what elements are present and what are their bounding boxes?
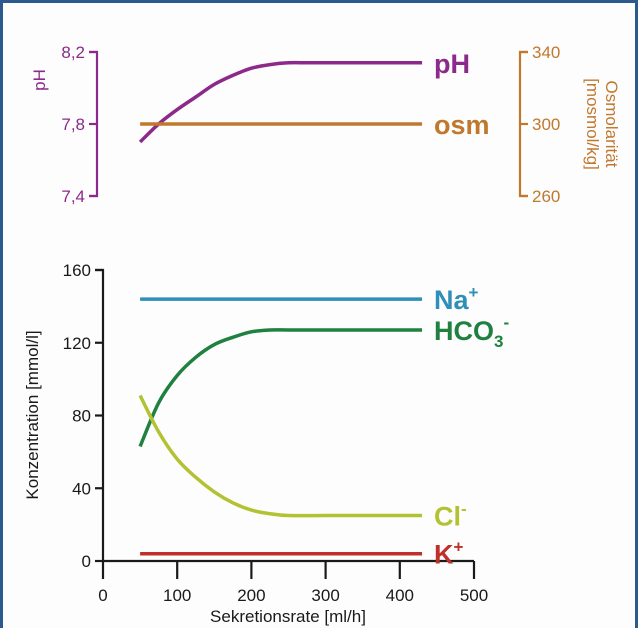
x-tick-label: 0 [98, 586, 107, 605]
osm-axis-label-line2: [mosmol/kg] [583, 78, 602, 170]
osm-tick-label: 260 [532, 187, 560, 206]
series-label-ph: pH [434, 49, 470, 79]
osm-tick-label: 340 [532, 43, 560, 62]
osm-axis-ticks: 340 300 260 [520, 43, 560, 206]
ph-tick-label: 8,2 [61, 43, 85, 62]
ph-tick-label: 7,4 [61, 187, 85, 206]
series-label-osm: osm [434, 110, 490, 140]
series-line-cl [138, 394, 423, 518]
y-axis-ticks: 0 40 80 120 160 [63, 261, 103, 571]
series-label-hco: HCO3- [434, 313, 509, 351]
series-label-k: K+ [434, 538, 464, 570]
y-tick-label: 120 [63, 334, 91, 353]
top-series-labels: pH osm [434, 49, 490, 140]
series-label-na: Na+ [434, 283, 479, 315]
series-label-cl: Cl- [434, 500, 467, 532]
x-tick-label: 300 [311, 586, 339, 605]
ph-axis-label: pH [30, 69, 49, 91]
x-tick-label: 500 [460, 586, 488, 605]
x-axis-ticks: 0 100 200 300 400 500 [98, 561, 488, 605]
x-tick-label: 100 [163, 586, 191, 605]
bottom-chart: 0 40 80 120 160 0 100 200 300 400 500 Konzentrati… [23, 261, 509, 626]
osm-tick-label: 300 [532, 115, 560, 134]
x-axis-label: Sekretionsrate [ml/h] [210, 607, 366, 626]
bottom-series [138, 297, 423, 556]
top-series [138, 60, 423, 144]
y-tick-label: 40 [72, 479, 91, 498]
top-chart: 8,2 7,8 7,4 pH 340 300 260 Osmolarität [mosm… [30, 43, 621, 206]
y-tick-label: 160 [63, 261, 91, 280]
ph-axis-ticks: 8,2 7,8 7,4 [61, 43, 97, 206]
y-tick-label: 80 [72, 407, 91, 426]
series-line-ph [138, 60, 423, 144]
osm-axis-label-line1: Osmolarität [602, 81, 621, 168]
x-tick-label: 400 [386, 586, 414, 605]
y-axis-label: Konzentration [mmol/l] [23, 330, 42, 499]
ph-tick-label: 7,8 [61, 115, 85, 134]
y-tick-label: 0 [82, 552, 91, 571]
bottom-series-labels: Na+HCO3- Cl- K+ [434, 283, 509, 570]
series-line-hco [138, 328, 423, 448]
x-tick-label: 200 [237, 586, 265, 605]
